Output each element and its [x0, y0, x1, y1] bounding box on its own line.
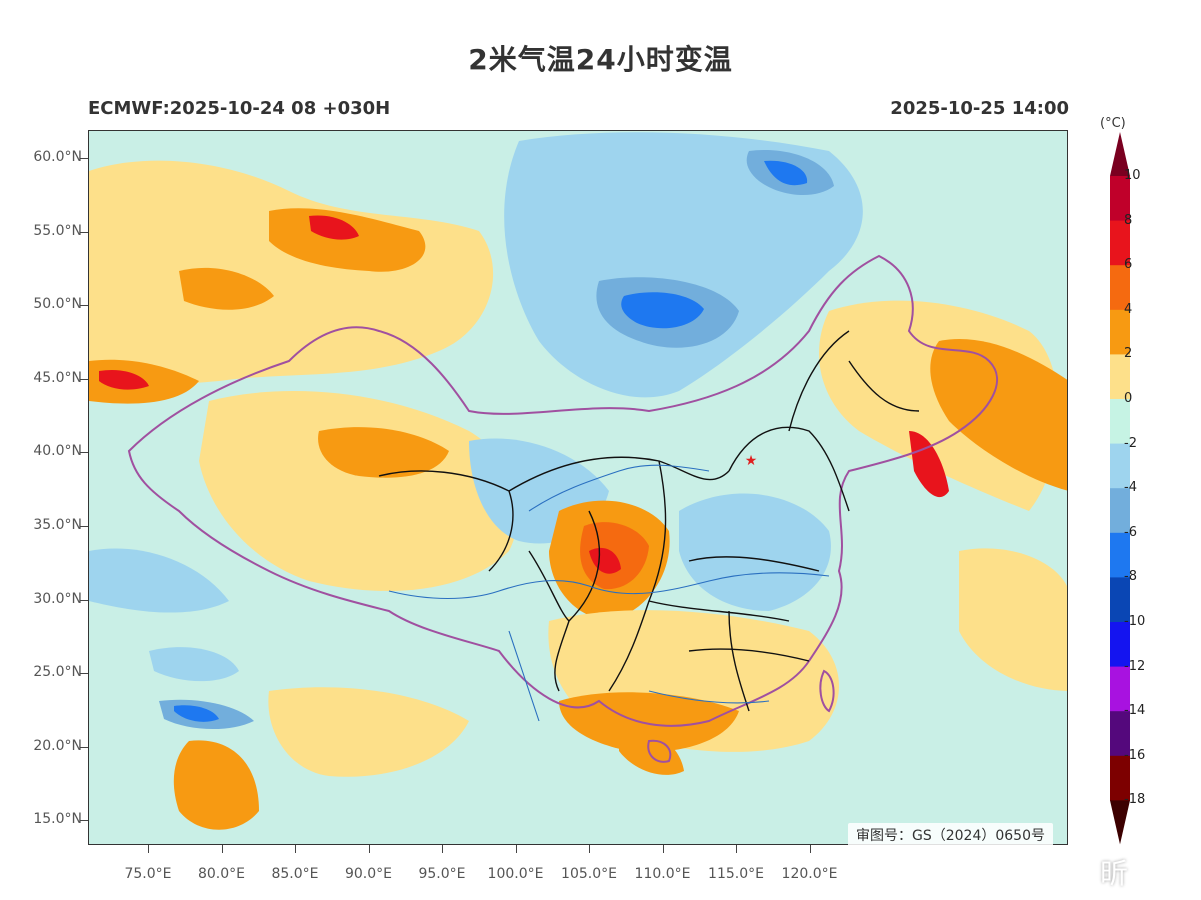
colorbar-label: -6	[1124, 524, 1137, 540]
colorbar-band	[1110, 220, 1130, 266]
lon-tick	[736, 845, 737, 853]
lat-label: 55.0°N	[33, 222, 82, 239]
lat-tick	[80, 526, 88, 527]
colorbar	[1110, 132, 1130, 845]
lat-tick	[80, 378, 88, 380]
lon-label: 105.0°E	[561, 866, 617, 882]
svg-text:★: ★	[745, 453, 758, 469]
colorbar-band	[1110, 666, 1130, 712]
lat-tick	[80, 158, 88, 159]
lon-label: 95.0°E	[418, 866, 466, 882]
lon-label: 100.0°E	[487, 866, 544, 882]
colorbar-label: 0	[1124, 391, 1133, 406]
lat-label: 40.0°N	[33, 443, 82, 460]
colorbar-band	[1110, 711, 1130, 757]
temperature-change-map: ★	[88, 130, 1068, 845]
lon-label: 85.0°E	[271, 866, 319, 882]
colorbar-band	[1110, 309, 1130, 355]
colorbar-label: -16	[1124, 747, 1146, 763]
lat-label: 25.0°N	[33, 664, 82, 681]
lat-label: 35.0°N	[33, 517, 82, 533]
colorbar-label: 2	[1124, 346, 1133, 362]
colorbar-label: -2	[1124, 435, 1137, 451]
lon-tick	[295, 845, 296, 853]
map-approval-stamp: 审图号：GS（2024）0650号	[848, 823, 1053, 847]
colorbar-band	[1110, 755, 1130, 801]
map-field: ★	[89, 131, 1067, 844]
lon-label: 120.0°E	[781, 866, 838, 882]
colorbar-band	[1110, 622, 1130, 668]
lon-label: 80.0°E	[197, 866, 246, 882]
lon-tick	[515, 845, 517, 853]
lat-tick	[80, 820, 88, 822]
lat-label: 60.0°N	[33, 149, 82, 165]
lat-tick	[80, 599, 88, 601]
lat-tick	[80, 452, 88, 454]
lat-label: 20.0°N	[33, 737, 82, 754]
model-run-label: ECMWF:2025-10-24 08 +030H	[88, 98, 391, 119]
watermark: 昕	[1100, 857, 1129, 890]
lat-tick	[80, 673, 88, 675]
colorbar-band	[1110, 532, 1130, 578]
lat-tick	[80, 746, 88, 748]
lon-tick	[368, 845, 370, 853]
colorbar-band	[1110, 443, 1130, 489]
lat-label: 45.0°N	[33, 369, 82, 386]
lon-label: 115.0°E	[708, 866, 764, 882]
colorbar-band	[1110, 488, 1130, 534]
colorbar-label: -8	[1124, 569, 1137, 585]
colorbar-label: 8	[1124, 212, 1133, 228]
lon-tick	[809, 845, 811, 853]
lat-tick	[80, 231, 88, 233]
lon-label: 110.0°E	[634, 866, 691, 882]
valid-time-label: 2025-10-25 14:00	[890, 98, 1069, 119]
colorbar-band	[1110, 354, 1130, 400]
lat-label: 15.0°N	[33, 811, 82, 828]
colorbar-label: -12	[1124, 658, 1146, 674]
lon-tick	[662, 845, 664, 853]
colorbar-label: -4	[1124, 480, 1137, 496]
colorbar-unit: (°C)	[1100, 116, 1126, 131]
lon-tick	[148, 845, 149, 853]
colorbar-band	[1110, 577, 1130, 623]
lon-label: 75.0°E	[124, 866, 172, 882]
colorbar-band	[1110, 399, 1130, 445]
lon-tick	[589, 845, 590, 853]
lat-label: 50.0°N	[33, 296, 82, 313]
lat-label: 30.0°N	[33, 590, 82, 607]
lon-tick	[221, 845, 223, 853]
colorbar-label: 6	[1124, 257, 1133, 273]
colorbar-label: 4	[1124, 301, 1133, 317]
lon-label: 90.0°E	[344, 866, 393, 882]
colorbar-top-extend	[1110, 132, 1130, 176]
colorbar-band	[1110, 176, 1130, 222]
colorbar-label: -10	[1124, 614, 1146, 629]
colorbar-label: -14	[1124, 703, 1146, 719]
colorbar-bottom-extend	[1110, 800, 1130, 845]
colorbar-band	[1110, 265, 1130, 311]
colorbar-label: 10	[1124, 168, 1141, 183]
lat-tick	[80, 305, 88, 307]
colorbar-label: -18	[1124, 792, 1146, 808]
map-title: 2米气温24小时变温	[468, 43, 733, 76]
lon-tick	[442, 845, 443, 853]
